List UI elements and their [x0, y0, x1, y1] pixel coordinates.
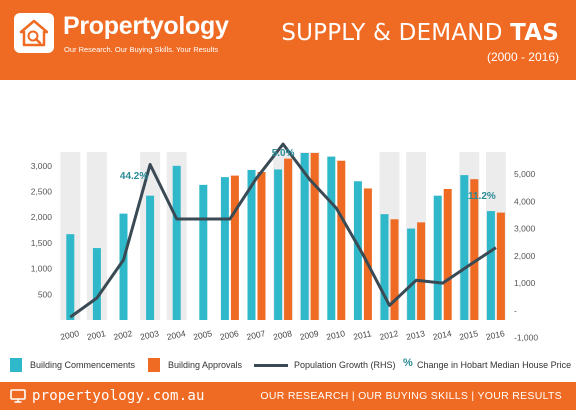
- left-tick-label: 1,000: [31, 264, 53, 274]
- title-prefix: SUPPLY & DEMAND: [281, 20, 511, 46]
- header-banner: Propertyology Our Research. Our Buying S…: [0, 0, 576, 80]
- supply-demand-chart: 5001,0001,5002,0002,5003,000-1,000-1,000…: [31, 142, 538, 343]
- x-tick-label-2004: 2004: [166, 328, 187, 342]
- bar-approvals-2010: [337, 160, 346, 320]
- bar-commencements-2013: [407, 228, 416, 320]
- bar-approvals-2013: [417, 222, 426, 320]
- bar-commencements-2015: [460, 175, 469, 320]
- right-tick-label: -1,000: [514, 333, 538, 343]
- x-tick-label-2013: 2013: [405, 328, 426, 342]
- legend-swatch-approvals: [148, 358, 160, 372]
- chart-legend: Building Commencements Building Approval…: [0, 350, 576, 378]
- x-tick-label-2003: 2003: [139, 328, 160, 342]
- x-tick-label-2001: 2001: [86, 328, 107, 342]
- bar-commencements-2006: [220, 177, 229, 320]
- legend-swatch-commencements: [10, 358, 22, 372]
- x-tick-label-2014: 2014: [432, 328, 453, 342]
- bar-commencements-2008: [274, 169, 283, 320]
- legend-label-commencements: Building Commencements: [30, 360, 136, 370]
- bar-approvals-2014: [443, 188, 452, 320]
- bar-commencements-2003: [146, 195, 155, 320]
- x-tick-label-2012: 2012: [379, 328, 400, 342]
- x-tick-label-2011: 2011: [352, 328, 372, 342]
- left-tick-label: 2,500: [31, 187, 53, 197]
- right-tick-label: 2,000: [514, 251, 536, 261]
- right-tick-label: 3,000: [514, 224, 536, 234]
- x-tick-label-2010: 2010: [325, 328, 346, 342]
- x-tick-label-2005: 2005: [192, 328, 213, 342]
- bar-commencements-2002: [119, 213, 128, 320]
- bar-commencements-2004: [172, 165, 181, 320]
- right-tick-label: -: [514, 305, 517, 315]
- footer-bar: propertyology.com.au OUR RESEARCH | OUR …: [0, 382, 576, 410]
- monitor-icon: [10, 389, 26, 403]
- page-title: SUPPLY & DEMAND TAS: [281, 20, 559, 46]
- bar-commencements-2009: [300, 153, 309, 320]
- x-tick-label-2008: 2008: [272, 328, 293, 342]
- left-tick-label: 3,000: [31, 161, 53, 171]
- bar-approvals-2012: [390, 219, 399, 320]
- x-tick-label-2006: 2006: [219, 328, 240, 342]
- x-tick-label-2009: 2009: [299, 328, 320, 342]
- bar-approvals-2006: [230, 175, 239, 320]
- footer-tagline: OUR RESEARCH | OUR BUYING SKILLS | YOUR …: [260, 390, 562, 402]
- legend-pct-symbol: %: [403, 357, 413, 369]
- brand-tagline: Our Research. Our Buying Skills. Your Re…: [64, 45, 219, 54]
- website-link[interactable]: propertyology.com.au: [32, 388, 205, 404]
- x-tick-label-2002: 2002: [113, 328, 134, 342]
- right-tick-label: 4,000: [514, 196, 536, 206]
- bar-commencements-2005: [199, 184, 208, 320]
- right-tick-label: 5,000: [514, 169, 536, 179]
- annotation-2016: 11.2%: [468, 191, 496, 202]
- right-tick-label: 1,000: [514, 278, 536, 288]
- bar-approvals-2007: [257, 172, 266, 320]
- bar-approvals-2015: [470, 179, 479, 320]
- bar-approvals-2008: [284, 158, 293, 320]
- house-logo-icon: [14, 13, 54, 53]
- x-tick-label-2016: 2016: [485, 328, 506, 342]
- x-tick-label-2007: 2007: [246, 328, 267, 342]
- x-tick-label-2015: 2015: [458, 328, 479, 342]
- bar-commencements-2001: [92, 248, 101, 320]
- bar-commencements-2000: [66, 234, 75, 320]
- bar-approvals-2009: [310, 153, 319, 320]
- bar-commencements-2016: [486, 211, 495, 320]
- bar-commencements-2011: [353, 181, 362, 320]
- bar-commencements-2007: [247, 169, 256, 320]
- brand-name: Propertyology: [63, 12, 229, 40]
- x-tick-label-2000: 2000: [59, 328, 80, 342]
- legend-label-population: Population Growth (RHS): [294, 360, 396, 370]
- bar-commencements-2010: [327, 156, 336, 320]
- annotation-2008: 5.0%: [272, 148, 295, 159]
- left-tick-label: 1,500: [31, 238, 53, 248]
- bar-approvals-2011: [363, 188, 372, 320]
- population-growth-line: [69, 142, 497, 319]
- year-range: (2000 - 2016): [486, 50, 559, 64]
- legend-line-population: [254, 364, 288, 367]
- legend-label-approvals: Building Approvals: [168, 360, 243, 370]
- legend-label-house-price: Change in Hobart Median House Price: [417, 360, 572, 370]
- bar-commencements-2012: [380, 214, 389, 320]
- bar-commencements-2014: [433, 195, 442, 320]
- shaded-band-2001: [86, 152, 107, 320]
- left-tick-label: 500: [38, 289, 52, 299]
- annotation-2003: 44.2%: [120, 171, 148, 182]
- title-region: TAS: [510, 20, 559, 46]
- left-tick-label: 2,000: [31, 212, 53, 222]
- bar-approvals-2016: [496, 212, 505, 320]
